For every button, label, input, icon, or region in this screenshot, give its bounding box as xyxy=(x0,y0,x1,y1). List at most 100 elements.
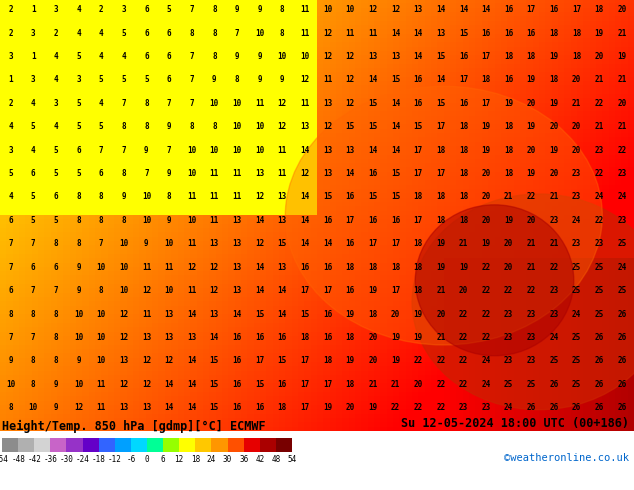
Text: 10: 10 xyxy=(210,99,219,108)
Text: 18: 18 xyxy=(301,333,309,342)
Text: 12: 12 xyxy=(210,263,219,272)
Text: 7: 7 xyxy=(99,239,103,248)
Text: 20: 20 xyxy=(346,403,355,412)
Text: 4: 4 xyxy=(99,52,103,61)
Text: -36: -36 xyxy=(43,455,57,464)
Text: 21: 21 xyxy=(618,75,626,84)
Text: 13: 13 xyxy=(323,169,332,178)
Text: 13: 13 xyxy=(233,239,242,248)
Text: 12: 12 xyxy=(278,122,287,131)
Text: 14: 14 xyxy=(164,403,174,412)
Text: 23: 23 xyxy=(459,403,468,412)
Text: 22: 22 xyxy=(481,263,491,272)
Text: 10: 10 xyxy=(74,310,83,318)
Text: 9: 9 xyxy=(257,75,262,84)
Text: 19: 19 xyxy=(481,146,491,155)
Text: 25: 25 xyxy=(595,310,604,318)
Text: 11: 11 xyxy=(323,75,332,84)
Text: 12: 12 xyxy=(119,310,129,318)
Text: 18: 18 xyxy=(413,193,423,201)
Text: 11: 11 xyxy=(187,193,197,201)
Bar xyxy=(212,438,228,452)
Text: 10: 10 xyxy=(74,333,83,342)
Bar xyxy=(228,438,243,452)
Text: 12: 12 xyxy=(368,5,377,14)
Text: 23: 23 xyxy=(550,310,559,318)
Text: 7: 7 xyxy=(122,146,126,155)
Text: ©weatheronline.co.uk: ©weatheronline.co.uk xyxy=(504,453,629,463)
Text: 14: 14 xyxy=(436,75,446,84)
Text: 25: 25 xyxy=(595,263,604,272)
Text: 4: 4 xyxy=(8,193,13,201)
Text: 13: 13 xyxy=(119,356,129,366)
Text: 26: 26 xyxy=(550,403,559,412)
Text: 15: 15 xyxy=(255,380,264,389)
Text: 16: 16 xyxy=(368,216,377,225)
Text: 16: 16 xyxy=(527,28,536,38)
Text: 22: 22 xyxy=(459,333,468,342)
Text: 7: 7 xyxy=(99,146,103,155)
Text: 26: 26 xyxy=(527,403,536,412)
Text: 7: 7 xyxy=(167,146,171,155)
Text: 7: 7 xyxy=(190,5,194,14)
Text: 3: 3 xyxy=(76,75,81,84)
Text: 24: 24 xyxy=(550,333,559,342)
Text: 14: 14 xyxy=(187,310,197,318)
Text: 16: 16 xyxy=(323,333,332,342)
Text: 5: 5 xyxy=(76,169,81,178)
Text: 8: 8 xyxy=(99,216,103,225)
Text: 12: 12 xyxy=(119,380,129,389)
Text: 12: 12 xyxy=(323,122,332,131)
Text: 24: 24 xyxy=(595,193,604,201)
Text: 3: 3 xyxy=(122,5,126,14)
Text: 20: 20 xyxy=(527,146,536,155)
Text: 16: 16 xyxy=(301,263,309,272)
Text: 9: 9 xyxy=(76,286,81,295)
Text: 23: 23 xyxy=(572,169,581,178)
Text: 8: 8 xyxy=(122,216,126,225)
Text: 10: 10 xyxy=(346,5,355,14)
Text: 18: 18 xyxy=(459,216,468,225)
Text: 11: 11 xyxy=(301,5,309,14)
Text: 19: 19 xyxy=(550,99,559,108)
Text: 22: 22 xyxy=(413,403,423,412)
Text: 6: 6 xyxy=(161,455,165,464)
Text: 4: 4 xyxy=(53,52,58,61)
Text: 17: 17 xyxy=(481,52,491,61)
Text: 13: 13 xyxy=(233,286,242,295)
Text: 14: 14 xyxy=(301,216,309,225)
Text: 14: 14 xyxy=(233,310,242,318)
Bar xyxy=(243,438,260,452)
Text: 26: 26 xyxy=(618,333,626,342)
Text: 11: 11 xyxy=(96,403,106,412)
Text: 13: 13 xyxy=(346,146,355,155)
Text: 18: 18 xyxy=(436,216,446,225)
Text: 13: 13 xyxy=(278,193,287,201)
Text: 15: 15 xyxy=(210,380,219,389)
Text: 21: 21 xyxy=(504,193,514,201)
Text: 18: 18 xyxy=(413,263,423,272)
Text: 2: 2 xyxy=(53,28,58,38)
Text: 14: 14 xyxy=(255,216,264,225)
Text: 9: 9 xyxy=(167,216,171,225)
Text: 12: 12 xyxy=(278,99,287,108)
Text: 23: 23 xyxy=(527,356,536,366)
Text: 18: 18 xyxy=(527,52,536,61)
Text: 16: 16 xyxy=(233,356,242,366)
Text: 25: 25 xyxy=(572,380,581,389)
Text: 10: 10 xyxy=(187,146,197,155)
Text: 18: 18 xyxy=(481,75,491,84)
Text: 6: 6 xyxy=(144,52,149,61)
Text: 17: 17 xyxy=(368,239,377,248)
Text: 21: 21 xyxy=(436,286,446,295)
Ellipse shape xyxy=(415,205,574,356)
Text: 15: 15 xyxy=(346,122,355,131)
Text: 19: 19 xyxy=(595,28,604,38)
Text: 8: 8 xyxy=(190,122,194,131)
Text: 20: 20 xyxy=(618,99,626,108)
Text: 15: 15 xyxy=(413,122,423,131)
Text: 17: 17 xyxy=(323,380,332,389)
Text: 21: 21 xyxy=(618,28,626,38)
Text: 17: 17 xyxy=(301,403,309,412)
Text: 10: 10 xyxy=(164,286,174,295)
